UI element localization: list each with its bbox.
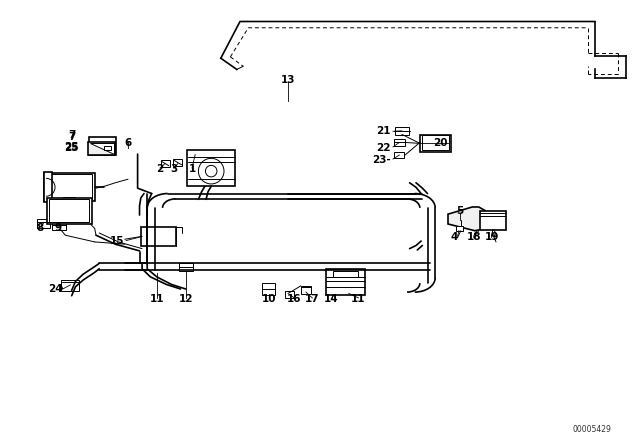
Bar <box>52 220 66 230</box>
Bar <box>301 286 311 294</box>
Bar <box>394 152 404 158</box>
Bar <box>394 139 405 146</box>
Bar <box>46 174 92 199</box>
Text: 7: 7 <box>68 132 76 142</box>
Text: 13: 13 <box>281 75 295 85</box>
Text: 8: 8 <box>36 224 44 233</box>
Text: 17: 17 <box>305 294 319 304</box>
Bar <box>480 211 506 230</box>
Bar <box>179 263 193 271</box>
Text: 11: 11 <box>351 294 365 304</box>
Text: 16: 16 <box>287 294 301 304</box>
Bar <box>37 219 50 228</box>
Text: 6: 6 <box>124 138 132 148</box>
Bar <box>61 280 79 291</box>
Text: 21: 21 <box>376 126 390 136</box>
Text: 12: 12 <box>179 294 193 304</box>
Polygon shape <box>88 142 115 155</box>
Text: 7: 7 <box>68 130 76 140</box>
Bar <box>420 135 451 152</box>
Text: 25: 25 <box>65 142 79 152</box>
Text: 20: 20 <box>433 138 448 148</box>
Text: 3: 3 <box>170 164 178 174</box>
Text: 10: 10 <box>262 294 276 304</box>
Text: 9: 9 <box>54 224 61 233</box>
Bar <box>89 137 116 155</box>
Circle shape <box>198 158 224 184</box>
Bar <box>47 198 92 224</box>
Bar <box>262 284 275 295</box>
Bar <box>161 160 170 167</box>
Text: 14: 14 <box>324 294 339 304</box>
Text: 2: 2 <box>156 164 164 174</box>
Text: 15: 15 <box>110 236 125 246</box>
Text: 23-: 23- <box>372 155 390 165</box>
Text: 4: 4 <box>450 233 458 242</box>
Bar <box>326 269 365 295</box>
Bar <box>188 150 236 186</box>
Bar <box>456 226 463 231</box>
Polygon shape <box>448 207 485 231</box>
Text: 11: 11 <box>150 294 164 304</box>
Text: 18: 18 <box>467 233 481 242</box>
Text: 1: 1 <box>188 164 196 174</box>
Bar <box>422 135 449 150</box>
Bar <box>173 159 182 166</box>
Bar <box>285 291 294 298</box>
Bar <box>333 271 358 277</box>
Bar <box>141 227 177 246</box>
Polygon shape <box>90 143 114 154</box>
Bar <box>49 199 89 222</box>
Text: 25: 25 <box>65 143 79 153</box>
Text: 00005429: 00005429 <box>572 425 611 434</box>
Text: 24: 24 <box>48 284 63 294</box>
Bar <box>44 173 95 201</box>
Bar <box>63 197 75 204</box>
Text: 19: 19 <box>484 233 499 242</box>
Bar <box>104 146 111 150</box>
Bar <box>395 127 409 135</box>
Polygon shape <box>44 172 52 202</box>
Circle shape <box>205 165 217 177</box>
Text: 5: 5 <box>456 207 463 216</box>
Text: 22: 22 <box>376 143 390 153</box>
